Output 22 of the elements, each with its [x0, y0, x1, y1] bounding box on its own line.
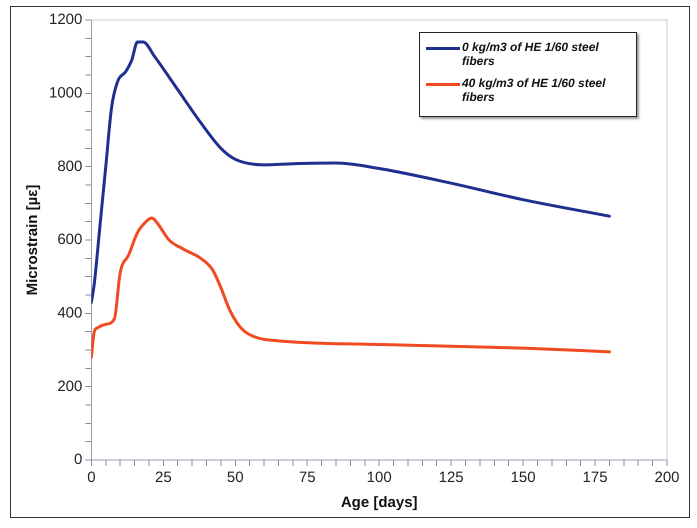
y-axis-title: Microstrain [µε]	[24, 184, 42, 296]
x-tick-label: 125	[438, 469, 464, 486]
y-tick-label: 400	[57, 304, 82, 322]
x-tick-label: 200	[654, 469, 680, 486]
legend-label: 40 kg/m3 of HE 1/60 steel fibers	[462, 76, 607, 104]
y-tick-label: 1200	[48, 11, 82, 28]
x-tick-label: 75	[298, 469, 316, 486]
line-series	[91, 216, 611, 359]
y-tick-label: 0	[74, 451, 82, 468]
x-axis-title: Age [days]	[340, 494, 418, 512]
x-tick-label: 50	[226, 469, 244, 486]
line-series	[91, 40, 611, 304]
x-tick-label: 100	[366, 469, 392, 486]
y-tick-label: 200	[57, 378, 82, 395]
x-tick-label: 25	[154, 469, 172, 486]
legend-label: 0 kg/m3 of HE 1/60 steel fibers	[462, 40, 600, 68]
x-tick-label: 175	[582, 469, 608, 486]
x-tick-label: 150	[510, 469, 536, 486]
y-tick-label: 1000	[48, 84, 82, 102]
y-tick-label: 800	[57, 158, 82, 175]
y-tick-label: 600	[57, 231, 82, 248]
x-tick-label: 0	[87, 469, 96, 486]
